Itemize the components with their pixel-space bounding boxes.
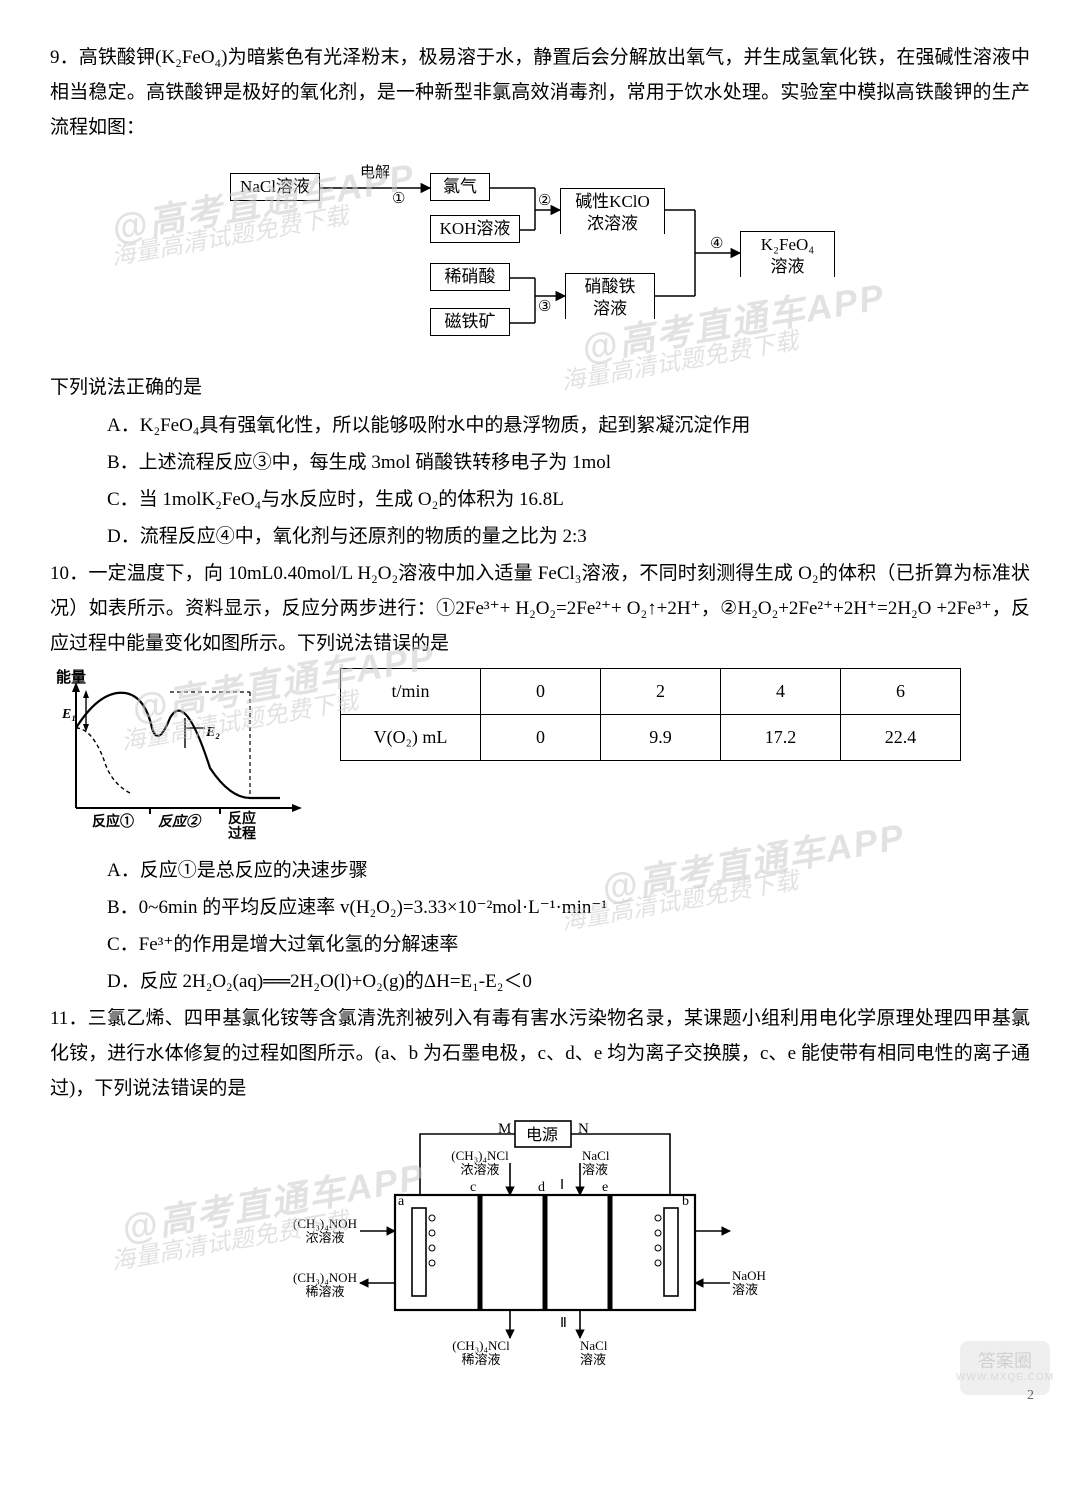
flow-koh: KOH溶液 [430,215,520,243]
flow-kclo: 碱性KClO 浓溶液 [560,188,665,234]
tbl-h0: t/min [341,668,481,714]
q9-flow-diagram: NaCl溶液 氯气 KOH溶液 碱性KClO 浓溶液 稀硝酸 磁铁矿 硝酸铁 溶… [50,153,1030,358]
svg-text:a: a [398,1194,405,1209]
flow-k2feo4: K₂FeO₄ 溶液 [740,231,835,277]
footer-logo: 答案圈 WWW.MXQE.COM [960,1341,1050,1395]
q10-energy-diagram: 能量 E₁ E₂ 反应① 反应② 反应 过程 [50,668,310,843]
q9-opt-c: C．当 1molK₂FeO₄与水反应时，生成 O₂的体积为 16.8L [107,482,1030,517]
q10-opt-c: C．Fe³⁺的作用是增大过氧化氢的分解速率 [107,927,1030,962]
flow-c3: ③ [538,299,551,315]
svg-text:e: e [602,1180,608,1195]
tbl-h1: 0 [481,668,601,714]
q9-lead: 下列说法正确的是 [50,370,1030,405]
flow-c4: ④ [710,236,723,252]
flow-nacl: NaCl溶液 [230,173,320,201]
tbl-r1: 0 [481,714,601,760]
q11-diagram: 电源 M N (CH₃)₄NCl 浓溶液 NaCl 溶液 Ⅰ a b c d e… [50,1113,1030,1373]
q10-opt-a: A．反应①是总反应的决速步骤 [107,853,1030,888]
q11-stem: 11．三氯乙烯、四甲基氯化铵等含氯清洗剂被列入有毒有害水污染物名录，某课题小组利… [50,1001,1030,1106]
label-II: Ⅱ [560,1316,567,1331]
svg-text:反应②: 反应② [158,813,202,830]
flow-xst: 硝酸铁 溶液 [565,273,655,319]
tbl-r3: 17.2 [721,714,841,760]
flow-cl2: 氯气 [430,173,490,201]
flow-dianjie-label: 电解 [360,164,390,181]
svg-text:能量: 能量 [56,668,86,686]
svg-text:过程: 过程 [228,825,256,842]
tbl-h4: 6 [841,668,961,714]
tbl-r4: 22.4 [841,714,961,760]
q10-opt-b: B．0~6min 的平均反应速率 v(H₂O₂)=3.33×10⁻²mol·L⁻… [107,890,1030,925]
q9-opt-d: D．流程反应④中，氧化剂与还原剂的物质的量之比为 2:3 [107,519,1030,554]
svg-text:电源: 电源 [526,1126,558,1144]
flow-c2: ② [538,193,551,209]
svg-text:c: c [470,1180,476,1195]
q9-opt-b: B．上述流程反应③中，每生成 3mol 硝酸铁转移电子为 1mol [107,445,1030,480]
flow-c1: ① [392,191,405,207]
q10-table: t/min 0 2 4 6 V(O₂) mL 0 9.9 17.2 22.4 [340,668,961,762]
q9-stem: 9．高铁酸钾(K₂FeO₄)为暗紫色有光泽粉末，极易溶于水，静置后会分解放出氧气… [50,40,1030,145]
tbl-h3: 4 [721,668,841,714]
svg-text:b: b [682,1194,689,1209]
tbl-h2: 2 [601,668,721,714]
q10-opt-d: D．反应 2H₂O₂(aq)══2H₂O(l)+O₂(g)的ΔH=E₁-E₂＜0 [107,964,1030,999]
tbl-r2: 9.9 [601,714,721,760]
flow-citie: 磁铁矿 [430,308,510,336]
page-number: 2 [1027,1383,1034,1409]
flow-xhs: 稀硝酸 [430,263,510,291]
svg-text:d: d [538,1180,545,1195]
q9-opt-a: A．K₂FeO₄具有强氧化性，所以能够吸附水中的悬浮物质，起到絮凝沉淀作用 [107,408,1030,443]
svg-text:反应: 反应 [228,810,256,827]
tbl-r0: V(O₂) mL [341,714,481,760]
svg-text:反应①: 反应① [92,813,134,830]
label-I: Ⅰ [560,1178,564,1193]
q10-stem: 10．一定温度下，向 10mL0.40mol/L H₂O₂溶液中加入适量 FeC… [50,556,1030,661]
